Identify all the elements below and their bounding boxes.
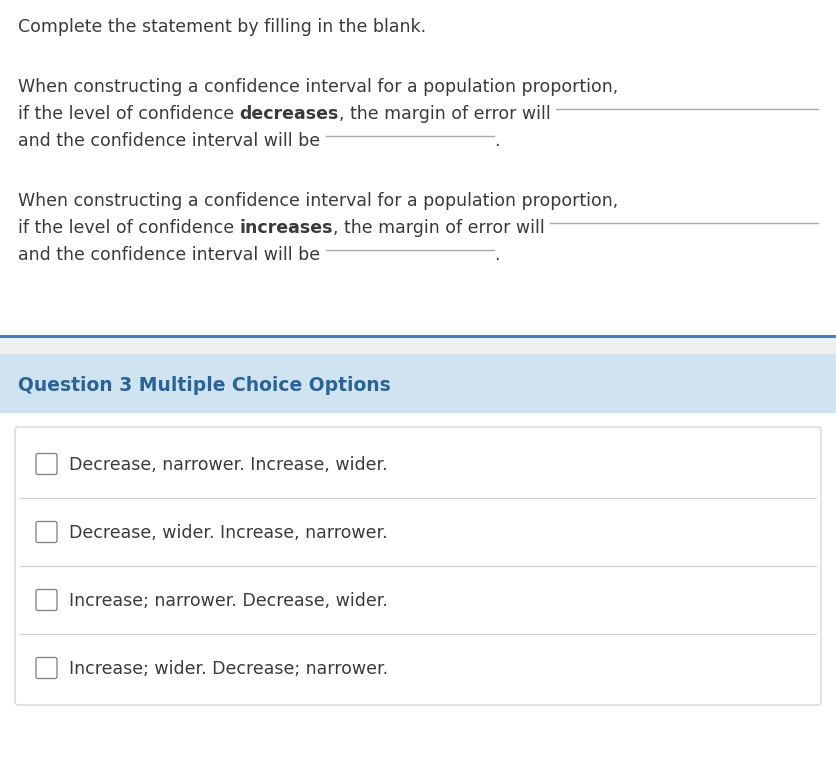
Text: Question 3 Multiple Choice Options: Question 3 Multiple Choice Options — [18, 376, 390, 395]
Text: , the margin of error will: , the margin of error will — [333, 219, 550, 237]
Text: and the confidence interval will be: and the confidence interval will be — [18, 132, 326, 150]
FancyBboxPatch shape — [36, 521, 57, 543]
Text: decreases: decreases — [240, 105, 339, 123]
Text: Increase; narrower. Decrease, wider.: Increase; narrower. Decrease, wider. — [69, 592, 388, 610]
Text: .: . — [495, 132, 500, 150]
Text: When constructing a confidence interval for a population proportion,: When constructing a confidence interval … — [18, 78, 619, 96]
Text: When constructing a confidence interval for a population proportion,: When constructing a confidence interval … — [18, 192, 619, 210]
FancyBboxPatch shape — [36, 453, 57, 475]
Text: Complete the statement by filling in the blank.: Complete the statement by filling in the… — [18, 18, 426, 36]
Text: if the level of confidence: if the level of confidence — [18, 105, 240, 123]
Bar — [0, 336, 836, 354]
FancyBboxPatch shape — [36, 590, 57, 610]
Text: .: . — [495, 246, 500, 264]
Text: increases: increases — [240, 219, 333, 237]
FancyBboxPatch shape — [36, 658, 57, 678]
Text: Increase; wider. Decrease; narrower.: Increase; wider. Decrease; narrower. — [69, 660, 388, 678]
Text: , the margin of error will: , the margin of error will — [339, 105, 556, 123]
Text: and the confidence interval will be: and the confidence interval will be — [18, 246, 326, 264]
Text: Decrease, wider. Increase, narrower.: Decrease, wider. Increase, narrower. — [69, 524, 388, 542]
FancyBboxPatch shape — [15, 427, 821, 705]
Text: if the level of confidence: if the level of confidence — [18, 219, 240, 237]
Bar — [0, 354, 836, 412]
Text: Decrease, narrower. Increase, wider.: Decrease, narrower. Increase, wider. — [69, 456, 388, 474]
